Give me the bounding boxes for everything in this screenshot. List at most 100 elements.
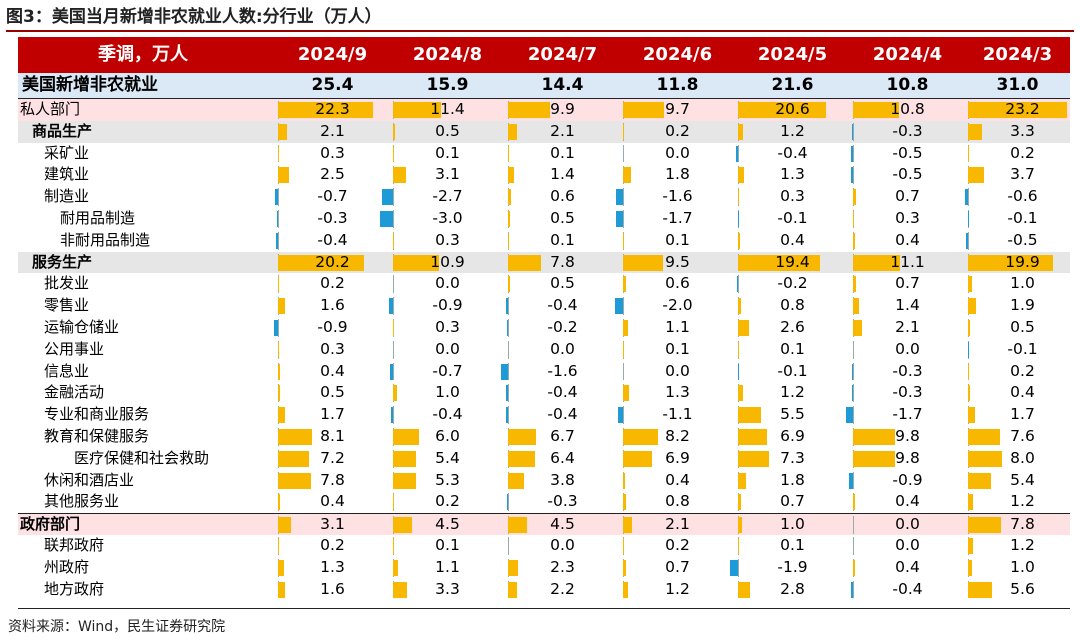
total-value: 10.8 [886, 75, 929, 95]
value-cell: 0.5 [965, 317, 1080, 339]
positive-bar [968, 450, 1002, 467]
value-cell: 1.1 [620, 317, 735, 339]
cell-axis [623, 231, 624, 250]
value-cell: -0.9 [849, 470, 965, 492]
cell-axis [623, 297, 624, 315]
cell-value: 1.8 [780, 470, 805, 489]
value-cell: 5.3 [390, 470, 505, 492]
value-cell: 9.8 [850, 426, 965, 448]
value-cell: 1.2 [735, 382, 850, 404]
value-cell: -0.9 [274, 317, 390, 339]
positive-bar [393, 450, 416, 467]
value-cell: -0.7 [275, 186, 390, 208]
cell-value: 1.4 [895, 296, 920, 315]
positive-bar [508, 102, 551, 118]
positive-bar [278, 494, 280, 511]
cell-value: 1.0 [435, 383, 460, 402]
cell-value: 9.8 [895, 448, 920, 467]
cell-value: 0.7 [895, 187, 920, 206]
cell-value: 0.1 [550, 143, 575, 162]
negative-bar [737, 276, 738, 293]
value-cell: 1.3 [735, 164, 850, 186]
value-cell: -0.4 [505, 382, 620, 404]
table-row: 商品生产 2.1 0.5 2.1 0.2 1.2 -0.3 3.3 [18, 120, 1070, 143]
value-cell: 2.1 [275, 121, 390, 143]
positive-bar [278, 167, 289, 184]
table-row: 运输仓储业 -0.9 0.3 -0.2 1.1 2.6 2.1 0.5 [18, 317, 1070, 339]
positive-bar [738, 472, 746, 489]
value-cell: 0.4 [850, 230, 965, 252]
cell-value: 9.5 [665, 252, 690, 271]
cell-axis [393, 275, 394, 294]
cell-value: 0.0 [895, 536, 920, 554]
cell-value: 0.0 [895, 339, 920, 358]
cell-value: 3.1 [435, 165, 460, 184]
positive-bar [853, 494, 855, 511]
value-cell: -0.9 [389, 295, 505, 317]
value-cell: -0.3 [505, 491, 620, 513]
value-cell: 1.4 [505, 164, 620, 186]
cell-value: 0.4 [320, 492, 345, 511]
positive-bar [738, 254, 821, 271]
cell-axis [393, 340, 394, 359]
total-value: 11.8 [656, 75, 699, 95]
cell-value: 20.6 [775, 100, 810, 118]
cell-value: -0.4 [317, 230, 348, 249]
value-cell: -0.4 [850, 579, 965, 601]
cell-value: 2.1 [895, 318, 920, 336]
positive-bar [393, 232, 395, 249]
cell-axis [853, 537, 854, 555]
value-cell: -2.0 [614, 295, 735, 317]
value-cell: 0.3 [850, 208, 965, 230]
cell-value: 0.4 [780, 230, 805, 249]
cell-axis [968, 188, 969, 206]
cell-value: 1.0 [780, 515, 805, 534]
cell-value: 4.5 [435, 515, 460, 534]
value-cell: -0.4 [390, 404, 505, 426]
cell-value: 2.2 [550, 579, 575, 598]
table-row: 金融活动 0.5 1.0 -0.4 1.3 1.2 -0.3 0.4 [18, 382, 1070, 404]
value-cell: 0.2 [965, 143, 1080, 165]
cell-value: -0.4 [547, 296, 578, 315]
negative-bar [965, 189, 968, 206]
negative-bar [507, 320, 508, 336]
value-cell: 0.6 [505, 186, 620, 208]
positive-bar [623, 429, 658, 445]
positive-bar [393, 102, 442, 118]
value-cell: 0.5 [505, 208, 620, 230]
cell-value: 0.0 [665, 361, 690, 380]
positive-bar [393, 320, 395, 336]
cell-value: 11.4 [430, 100, 465, 118]
cell-axis [853, 406, 854, 424]
positive-bar [278, 341, 280, 358]
value-cell: 2.1 [505, 121, 620, 143]
positive-bar [623, 254, 664, 271]
cell-value: 3.1 [320, 515, 345, 534]
positive-bar [623, 538, 624, 554]
value-cell: 0.1 [505, 230, 620, 252]
value-cell: 7.2 [275, 448, 390, 470]
cell-axis [508, 406, 509, 424]
value-cell: -0.4 [275, 230, 390, 252]
cell-axis [623, 362, 624, 381]
table-row: 地方政府 1.6 3.3 2.2 1.2 2.8 -0.4 5.6 [18, 579, 1070, 601]
cell-value: 22.3 [315, 100, 350, 118]
cell-value: -0.4 [777, 143, 808, 162]
cell-axis [853, 340, 854, 359]
cell-value: 1.3 [320, 557, 345, 576]
total-divider [18, 98, 1070, 99]
value-cell: 7.8 [505, 252, 620, 274]
positive-bar [278, 429, 313, 445]
cell-value: 0.1 [780, 536, 805, 554]
value-cell: 0.7 [735, 491, 850, 513]
cell-axis [968, 231, 969, 250]
value-cell: 0.7 [620, 557, 735, 579]
cell-axis [623, 340, 624, 359]
cell-axis [508, 231, 509, 250]
value-cell: 3.7 [965, 164, 1080, 186]
value-cell: 7.8 [965, 514, 1080, 536]
value-cell: -1.7 [615, 208, 735, 230]
value-cell: 5.6 [965, 579, 1080, 601]
value-cell: 1.0 [390, 382, 505, 404]
header-period: 2024/3 [982, 44, 1053, 65]
